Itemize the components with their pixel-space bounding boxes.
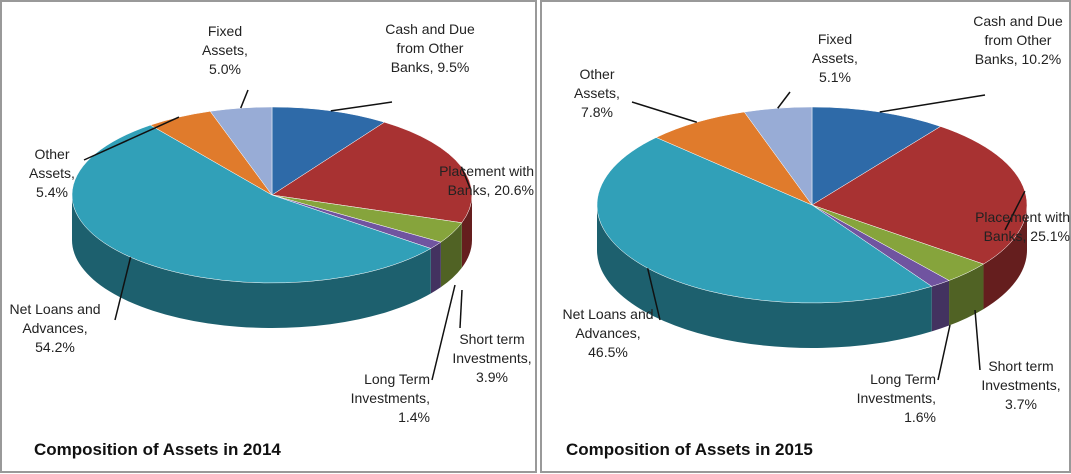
slice-label: Placement with Banks, 25.1% bbox=[966, 208, 1070, 246]
leader-line bbox=[114, 257, 132, 321]
slice-side bbox=[430, 242, 441, 294]
category-name: Placement with Banks, bbox=[975, 209, 1070, 244]
leader-line bbox=[240, 89, 249, 109]
leader-line bbox=[777, 91, 791, 109]
value-label: 5.0% bbox=[209, 61, 241, 77]
panel-border bbox=[0, 0, 537, 473]
slice-label: Net Loans and Advances, 46.5% bbox=[558, 305, 658, 362]
slice-label: Short term Investments, 3.9% bbox=[446, 330, 538, 387]
value-label: 10.2% bbox=[1021, 51, 1062, 67]
value-label: 1.6% bbox=[904, 409, 936, 425]
value-label: 46.5% bbox=[588, 344, 628, 360]
slice-label: Other Assets, 7.8% bbox=[562, 65, 632, 122]
slice-side bbox=[983, 205, 1027, 310]
value-label: 3.9% bbox=[476, 369, 508, 385]
slice-label: Placement with Banks, 20.6% bbox=[428, 162, 534, 200]
category-name: Other Assets, bbox=[574, 66, 620, 101]
slice bbox=[743, 106, 813, 206]
panel-border bbox=[540, 0, 1071, 473]
chart-title: Composition of Assets in 2015 bbox=[566, 440, 813, 459]
leader-line bbox=[631, 101, 698, 123]
value-label: 1.4% bbox=[398, 409, 430, 425]
value-label: 5.1% bbox=[819, 69, 851, 85]
slice-label: Cash and Due from Other Banks, 10.2% bbox=[966, 12, 1070, 69]
leader-line bbox=[937, 324, 951, 381]
slice bbox=[596, 137, 933, 304]
slice bbox=[655, 111, 813, 206]
slice-side bbox=[71, 195, 431, 328]
leader-line bbox=[330, 101, 393, 112]
category-name: Net Loans and Advances, bbox=[9, 301, 101, 336]
leader-line bbox=[879, 94, 986, 113]
chart-title: Composition of Assets in 2014 bbox=[34, 440, 281, 459]
category-name: Fixed Assets, bbox=[812, 31, 858, 66]
category-name: Other Assets, bbox=[29, 146, 75, 181]
slice-label: Short term Investments, 3.7% bbox=[972, 357, 1070, 414]
value-label: 54.2% bbox=[35, 339, 75, 355]
category-name: Long Term Investments, bbox=[350, 371, 430, 406]
leader-line bbox=[974, 309, 981, 371]
category-name: Cash and Due from Other Banks, bbox=[385, 21, 475, 75]
category-name: Short term Investments, bbox=[981, 358, 1061, 393]
slice-label: Fixed Assets, 5.0% bbox=[190, 22, 260, 79]
category-name: Short term Investments, bbox=[452, 331, 532, 366]
leader-line bbox=[459, 289, 463, 329]
category-name: Net Loans and Advances, bbox=[562, 306, 654, 341]
slice-label: Fixed Assets, 5.1% bbox=[800, 30, 870, 87]
slice-side bbox=[596, 205, 932, 348]
category-name: Long Term Investments, bbox=[856, 371, 936, 406]
slice bbox=[271, 106, 386, 196]
slice-label: Other Assets, 5.4% bbox=[22, 145, 82, 202]
leader-line bbox=[1004, 190, 1026, 231]
leader-line bbox=[431, 284, 456, 381]
slice bbox=[811, 126, 1028, 265]
value-label: 5.4% bbox=[36, 184, 68, 200]
category-name: Placement with Banks, bbox=[439, 163, 534, 198]
slice-label: Net Loans and Advances, 54.2% bbox=[8, 300, 102, 357]
leader-line bbox=[460, 166, 471, 189]
value-label: 20.6% bbox=[494, 182, 534, 198]
slice-side bbox=[461, 195, 472, 268]
slice-label: Cash and Due from Other Banks, 9.5% bbox=[378, 20, 482, 77]
category-name: Fixed Assets, bbox=[202, 23, 248, 58]
slice-label: Long Term Investments, 1.4% bbox=[322, 370, 430, 427]
leader-line bbox=[83, 116, 180, 161]
category-name: Cash and Due from Other Banks, bbox=[973, 13, 1063, 67]
leader-line bbox=[646, 268, 661, 321]
value-label: 7.8% bbox=[581, 104, 613, 120]
value-label: 9.5% bbox=[437, 59, 470, 75]
slice-side bbox=[931, 280, 950, 332]
value-label: 25.1% bbox=[1030, 228, 1070, 244]
value-label: 3.7% bbox=[1005, 396, 1037, 412]
slice-label: Long Term Investments, 1.6% bbox=[826, 370, 936, 427]
slice-side bbox=[440, 222, 462, 288]
